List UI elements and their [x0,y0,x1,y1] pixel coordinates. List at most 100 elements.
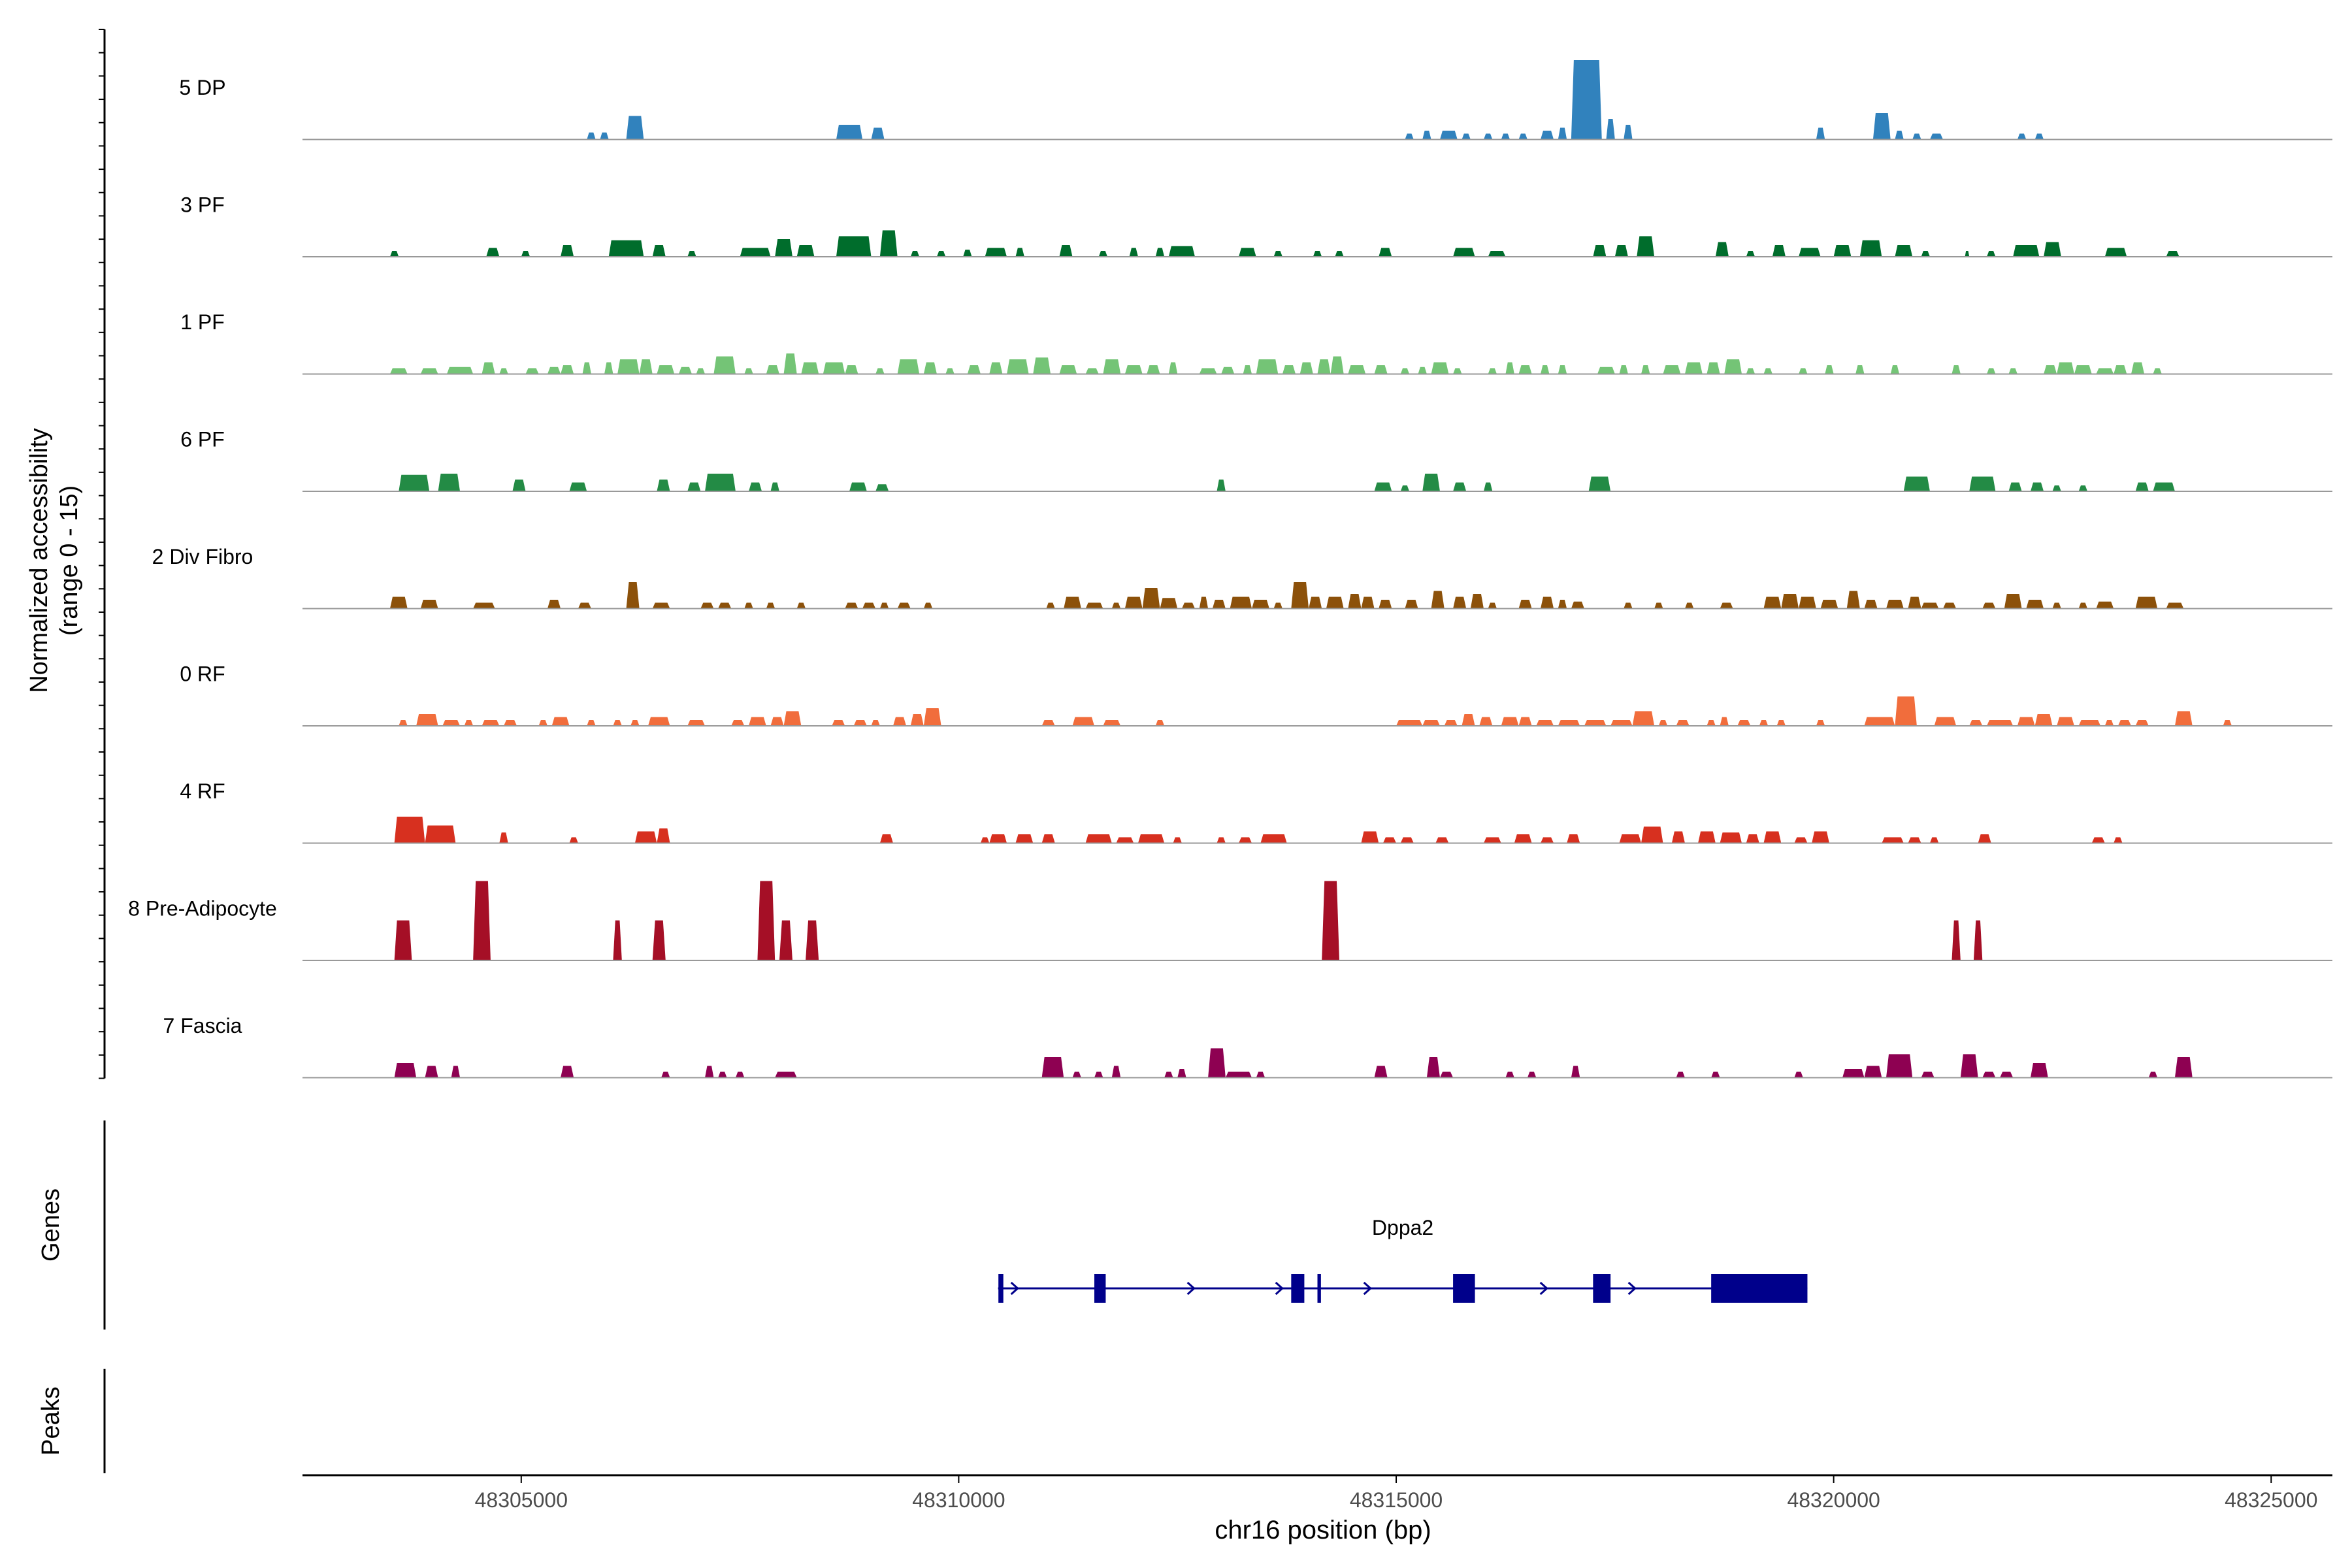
coverage-peak-1-pf [1330,356,1344,374]
coverage-peak-5-dp [1439,131,1458,140]
coverage-peak-2-div-fibro [547,600,561,609]
coverage-peak-6-pf [849,482,867,491]
coverage-peak-4-rf [980,837,990,843]
coverage-peak-1-pf [1317,359,1331,374]
coverage-peak-1-pf [945,368,955,374]
coverage-peak-7-fascia [394,1063,417,1078]
coverage-peak-0-rf [1422,720,1440,726]
coverage-peak-4-rf [634,831,657,843]
coverage-peak-7-fascia [1960,1054,1978,1078]
coverage-peak-3-pf [687,251,696,257]
coverage-peak-7-fascia [705,1066,714,1078]
coverage-peak-3-pf [1098,251,1108,257]
coverage-peak-6-pf [399,474,430,491]
coverage-peak-0-rf [687,720,706,726]
coverage-peak-0-rf [504,720,517,726]
coverage-peak-4-rf [1041,834,1055,843]
coverage-peak-7-fascia [1711,1071,1720,1078]
coverage-peak-3-pf [486,248,500,257]
coverage-peak-1-pf [1418,367,1427,374]
coverage-peak-0-rf [1610,720,1633,726]
coverage-peak-3-pf [389,251,399,257]
coverage-peak-0-rf [399,720,408,726]
coverage-peak-1-pf [1124,365,1143,374]
coverage-peak-5-dp [2034,133,2044,140]
coverage-peak-2-div-fibro [1181,602,1196,609]
coverage-peak-3-pf [796,245,815,257]
x-tick-label: 48320000 [1787,1488,1880,1512]
x-axis-title: chr16 position (bp) [1215,1516,1431,1544]
coverage-peak-3-pf [740,248,771,257]
coverage-peak-0-rf [538,720,547,726]
coverage-peak-1-pf [499,368,508,374]
coverage-peak-1-pf [561,365,574,374]
coverage-peak-0-rf [1737,720,1751,726]
coverage-peak-1-pf [801,362,819,374]
coverage-peak-7-fascia [1177,1069,1186,1078]
coverage-peak-4-rf [1361,831,1379,843]
coverage-peak-8-pre-adipocyte [652,920,666,960]
coverage-peak-3-pf [1746,251,1756,257]
coverage-peak-2-div-fibro [1111,602,1121,609]
gene-exon [1711,1274,1808,1303]
coverage-peak-4-rf [1882,837,1904,843]
coverage-peak-7-fascia [1982,1071,1996,1078]
coverage-peak-6-pf [770,482,779,491]
coverage-peak-1-pf [1541,365,1550,374]
coverage-peak-1-pf [1890,365,1900,374]
coverage-peak-2-div-fibro [1405,600,1418,609]
coverage-peak-0-rf [1676,720,1690,726]
coverage-peak-6-pf [2030,482,2044,491]
track-label-3-pf: 3 PF [180,193,225,217]
coverage-peak-2-div-fibro [1943,602,1957,609]
coverage-peak-0-rf [1479,717,1493,726]
coverage-peak-4-rf [2114,837,2123,843]
coverage-peak-7-fascia [1505,1071,1514,1078]
gene-strand-arrow [1186,1281,1196,1296]
coverage-peak-8-pre-adipocyte [757,881,776,960]
coverage-peak-0-rf [1987,720,2014,726]
coverage-peak-1-pf [1855,365,1865,374]
coverage-peak-1-pf [604,362,613,374]
coverage-peak-4-rf [1641,826,1663,843]
coverage-peak-2-div-fibro [1720,602,1733,609]
coverage-peak-0-rf [1969,720,1983,726]
coverage-peak-3-pf [561,245,574,257]
x-tick-label: 48325000 [2225,1488,2317,1512]
coverage-peak-0-rf [2078,720,2101,726]
coverage-peak-0-rf [1396,720,1423,726]
coverage-peak-5-dp [1929,133,1944,140]
coverage-peak-7-fascia [1571,1066,1580,1078]
coverage-peak-3-pf [1637,236,1655,257]
coverage-peak-7-fascia [1374,1066,1388,1078]
coverage-peak-2-div-fibro [1160,598,1178,609]
coverage-peak-2-div-fibro [1846,591,1860,609]
coverage-peak-2-div-fibro [1453,596,1467,609]
coverage-peak-6-pf [2052,485,2061,491]
coverage-peak-1-pf [1059,365,1077,374]
coverage-peak-2-div-fibro [1886,600,1904,609]
gene-strand-arrow [1627,1281,1637,1296]
coverage-peak-2-div-fibro [744,602,753,609]
coverage-peak-8-pre-adipocyte [394,920,412,960]
coverage-peak-4-rf [1720,832,1742,843]
coverage-peak-4-rf [569,837,578,843]
coverage-peak-1-pf [1724,359,1742,374]
coverage-peak-2-div-fibro [2135,596,2158,609]
track-label-5-dp: 5 DP [179,76,225,99]
coverage-peak-2-div-fibro [473,602,495,609]
coverage-peak-7-fascia [1164,1071,1173,1078]
coverage-peak-0-rf [482,720,500,726]
coverage-peak-0-rf [910,714,924,726]
coverage-peak-3-pf [1238,248,1256,257]
coverage-peak-5-dp [1462,133,1471,140]
coverage-peak-0-rf [749,717,766,726]
coverage-peak-1-pf [446,367,474,374]
coverage-peak-5-dp [1912,133,1921,140]
coverage-peak-3-pf [1335,251,1344,257]
coverage-peak-5-dp [871,127,885,140]
coverage-peak-5-dp [1558,127,1567,140]
coverage-peak-4-rf [1794,837,1808,843]
coverage-peak-2-div-fibro [1064,596,1081,609]
